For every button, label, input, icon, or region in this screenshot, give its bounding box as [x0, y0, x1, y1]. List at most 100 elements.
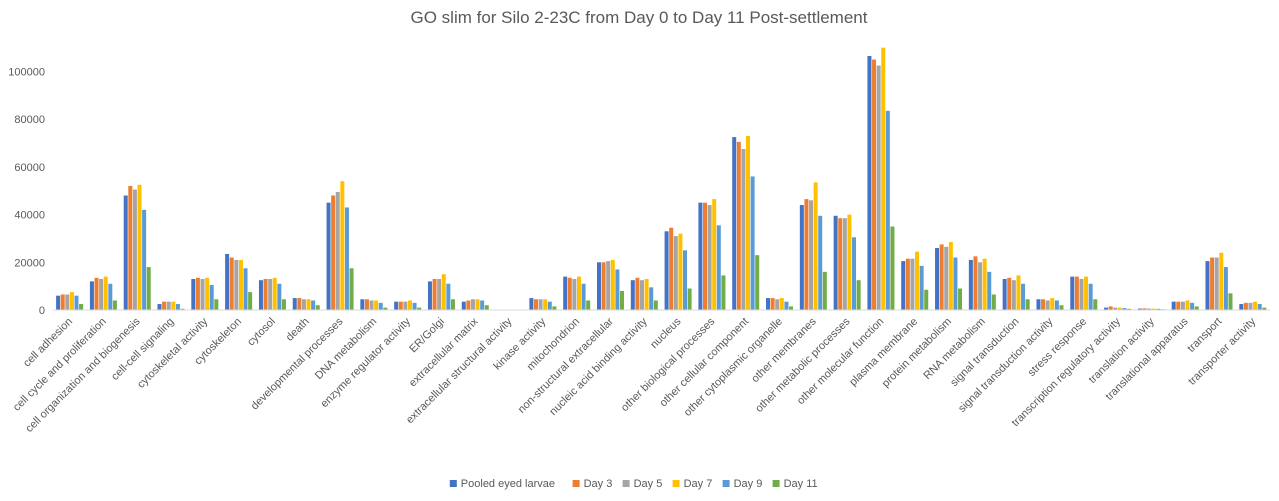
bar — [552, 306, 557, 310]
bar — [935, 247, 940, 310]
bar — [1011, 280, 1016, 310]
bar — [1007, 277, 1012, 310]
bar — [383, 307, 388, 310]
y-axis: 0 20000 40000 60000 80000 100000 — [8, 67, 45, 318]
bar — [195, 277, 200, 310]
bar — [804, 199, 809, 310]
bar — [180, 308, 185, 310]
bar — [277, 283, 282, 310]
bar — [669, 227, 674, 310]
bar — [547, 301, 552, 310]
legend-swatch — [722, 480, 730, 487]
y-tick-label: 40000 — [14, 210, 45, 222]
bar — [978, 262, 983, 310]
bar — [1205, 261, 1210, 310]
bar — [586, 300, 591, 310]
bar — [132, 189, 137, 310]
bar — [331, 195, 336, 310]
bar — [948, 242, 953, 310]
bar — [441, 274, 446, 310]
bar — [1113, 307, 1118, 310]
bar — [1021, 283, 1026, 310]
y-tick-label: 100000 — [8, 67, 45, 79]
bar — [1079, 279, 1084, 310]
bar — [123, 195, 128, 310]
bar — [1127, 308, 1132, 310]
bar — [1025, 299, 1030, 310]
bar — [1041, 299, 1046, 310]
x-tick-label: DNA metabolism — [313, 316, 379, 382]
bar — [563, 276, 568, 310]
legend-swatch — [672, 480, 680, 487]
bar — [56, 295, 61, 310]
bar — [369, 300, 374, 310]
bar — [1228, 293, 1233, 310]
bar — [1122, 308, 1127, 310]
bar — [529, 298, 534, 310]
bar — [953, 257, 958, 310]
bar — [567, 277, 572, 310]
bar — [248, 292, 253, 310]
bar — [991, 294, 996, 310]
bar — [1142, 308, 1147, 310]
bar — [533, 299, 538, 310]
bar — [175, 304, 180, 310]
bar — [630, 280, 635, 310]
bar — [1059, 305, 1064, 310]
legend-label: Pooled eyed larvae — [461, 478, 555, 490]
bar — [601, 262, 606, 310]
bar — [678, 233, 683, 310]
bar — [461, 301, 466, 310]
bar — [1108, 306, 1113, 310]
bar — [1219, 252, 1224, 310]
bar — [856, 280, 861, 310]
bar — [867, 56, 872, 310]
y-tick-label: 60000 — [14, 162, 45, 174]
bar — [775, 299, 780, 310]
bar — [822, 271, 827, 310]
bar — [166, 301, 171, 310]
bar — [610, 259, 615, 310]
bar — [243, 268, 248, 310]
bar — [171, 301, 176, 310]
bar — [784, 301, 789, 310]
bar — [915, 251, 920, 310]
bar — [847, 214, 852, 310]
bar — [1151, 308, 1156, 310]
legend-swatch — [449, 480, 457, 487]
bar — [191, 279, 196, 310]
bar — [606, 261, 611, 310]
bar — [721, 275, 726, 310]
bar — [1223, 267, 1228, 310]
bar — [234, 259, 239, 310]
bar — [973, 256, 978, 310]
bar — [1054, 300, 1059, 310]
bar — [281, 299, 286, 310]
bar — [732, 137, 737, 310]
bar — [450, 299, 455, 310]
bar — [99, 279, 104, 310]
bar — [919, 265, 924, 310]
bar — [292, 298, 297, 310]
bar — [475, 299, 480, 310]
bar — [470, 299, 475, 310]
bar — [306, 299, 311, 310]
bar — [750, 176, 755, 310]
bar — [374, 300, 379, 310]
bar — [108, 283, 113, 310]
x-tick-label: stress response — [1026, 316, 1089, 379]
bar — [229, 257, 234, 310]
x-tick-label: cell-cell signaling — [109, 316, 176, 383]
bar — [378, 302, 383, 310]
bar — [799, 205, 804, 310]
bar — [707, 205, 712, 310]
bar — [644, 279, 649, 310]
bar — [543, 299, 548, 310]
x-tick-label: death — [284, 316, 312, 344]
bar — [205, 277, 210, 310]
legend-label: Day 3 — [584, 478, 613, 490]
bar — [746, 135, 751, 310]
bar — [1070, 276, 1075, 310]
